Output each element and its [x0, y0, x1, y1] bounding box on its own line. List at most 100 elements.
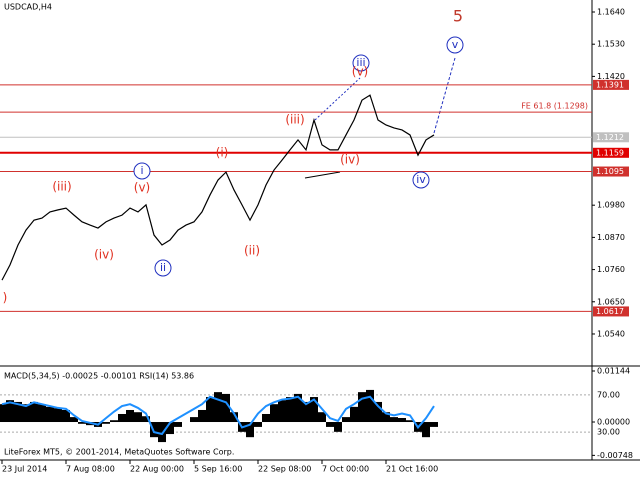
- annotation-circle: [412, 171, 430, 189]
- macd-bar: [222, 393, 230, 423]
- wave-line: [304, 171, 341, 179]
- wave-label: i: [140, 164, 143, 177]
- macd-bar: [310, 397, 318, 423]
- y-tick-label: 1.0650: [597, 297, 625, 306]
- y-tick-label: 0.00000: [597, 418, 630, 427]
- macd-bar: [246, 422, 254, 438]
- macd-bar: [214, 392, 222, 423]
- annotation-circle: [133, 162, 151, 180]
- macd-bar: [142, 416, 150, 423]
- x-tick-label: 23 Jul 2014: [2, 465, 47, 474]
- macd-bar: [334, 422, 342, 432]
- wave-label: (i): [216, 146, 229, 160]
- macd-bar: [302, 401, 310, 423]
- x-tick-label: 22 Aug 00:00: [130, 465, 184, 474]
- wave-label: v: [452, 38, 459, 51]
- macd-bar: [318, 412, 326, 423]
- rsi-line: [1, 395, 435, 436]
- wave-label: (iii): [285, 113, 304, 127]
- y-tick-label: 70.00: [597, 390, 620, 399]
- wave-label: (ii): [244, 244, 260, 258]
- level-label: 1.0617: [596, 307, 624, 316]
- level-label-box: [593, 79, 629, 90]
- level-label: 1.1159: [596, 148, 624, 157]
- x-tick-label: 21 Oct 16:00: [386, 465, 438, 474]
- y-tick-label: 1.1530: [597, 40, 625, 49]
- y-tick-label: 1.0760: [597, 265, 625, 274]
- x-tick-label: 22 Sep 08:00: [258, 465, 311, 474]
- macd-bar: [326, 422, 334, 427]
- macd-bar: [198, 409, 206, 423]
- macd-bar: [294, 393, 302, 423]
- macd-bar: [366, 389, 374, 423]
- macd-bar: [262, 413, 270, 423]
- wave-label: (iii): [52, 180, 71, 194]
- y-tick-label: 1.1640: [597, 8, 625, 17]
- price-line: [1, 94, 435, 281]
- wave-label: 5: [453, 7, 463, 26]
- macd-bar: [134, 412, 142, 423]
- macd-bar: [422, 422, 430, 438]
- wave-label: ii: [160, 261, 166, 274]
- level-label: FE 61.8 (1.1298): [521, 102, 588, 111]
- macd-bar: [358, 392, 366, 423]
- annotation-circle: [446, 36, 464, 54]
- macd-bar: [390, 417, 398, 423]
- macd-bar: [102, 422, 110, 424]
- macd-bar: [78, 422, 86, 424]
- level-label-box: [593, 306, 629, 317]
- macd-bar: [158, 422, 166, 443]
- indicator-title: MACD(5,34,5) -0.00025 -0.00101 RSI(14) 5…: [4, 372, 194, 381]
- x-tick-label: 7 Aug 08:00: [66, 465, 115, 474]
- level-label-box: [593, 166, 629, 177]
- x-tick-label: 7 Oct 00:00: [322, 465, 369, 474]
- macd-bar: [286, 397, 294, 423]
- wave-label: ): [3, 291, 8, 305]
- macd-bar: [0, 404, 6, 423]
- annotation-circle: [154, 259, 172, 277]
- x-tick-label: 5 Sep 16:00: [194, 465, 242, 474]
- level-label-box: [593, 147, 629, 158]
- macd-bar: [38, 404, 46, 423]
- macd-bar: [270, 404, 278, 423]
- level-label-box: [593, 132, 629, 143]
- macd-bar: [70, 417, 78, 423]
- macd-bar: [190, 417, 198, 423]
- projection-line: [433, 57, 456, 134]
- macd-bar: [342, 417, 350, 423]
- macd-bar: [278, 400, 286, 423]
- macd-bar: [206, 397, 214, 423]
- macd-bar: [6, 400, 14, 423]
- macd-bar: [166, 422, 174, 435]
- macd-bar: [14, 401, 22, 423]
- wave-label: iv: [416, 173, 426, 186]
- macd-bar: [382, 412, 390, 423]
- level-label: 1.1095: [596, 167, 624, 176]
- footer: LiteForex MT5, © 2001-2014, MetaQuotes S…: [4, 448, 234, 457]
- level-label: 1.1391: [596, 80, 624, 89]
- wave-label: (iv): [94, 248, 114, 262]
- macd-bar: [398, 418, 406, 423]
- wave-label: (iv): [340, 153, 360, 167]
- chart-title: USDCAD,H4: [4, 3, 52, 12]
- macd-bar: [30, 401, 38, 423]
- macd-bar: [54, 408, 62, 423]
- macd-bar: [126, 409, 134, 423]
- y-tick-label: 1.0980: [597, 201, 625, 210]
- wave-label: iii: [356, 56, 365, 69]
- macd-bar: [374, 401, 382, 423]
- macd-bar: [62, 409, 70, 423]
- macd-bar: [430, 422, 438, 427]
- macd-bar: [110, 420, 118, 423]
- macd-bar: [406, 420, 414, 423]
- macd-bar: [254, 422, 262, 427]
- y-tick-label: 0.01144: [597, 367, 630, 376]
- wave-label: (v): [352, 65, 368, 79]
- wave-label: (v): [134, 181, 150, 195]
- macd-bar: [350, 406, 358, 423]
- macd-bar: [46, 406, 54, 423]
- y-tick-label: 1.0540: [597, 329, 625, 338]
- macd-bar: [118, 413, 126, 423]
